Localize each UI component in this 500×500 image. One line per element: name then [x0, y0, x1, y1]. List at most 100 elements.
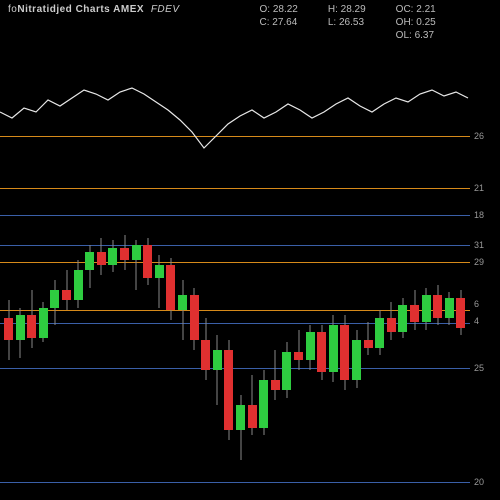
candle: [62, 40, 71, 500]
candle-body: [340, 325, 349, 380]
axis-tick-label: 29: [474, 257, 484, 267]
candle: [433, 40, 442, 500]
candle-wick: [182, 280, 183, 340]
ohlc-low: L: 26.53: [328, 17, 366, 28]
candle-body: [364, 340, 373, 348]
candle-body: [398, 305, 407, 332]
candle: [282, 40, 291, 500]
candle: [294, 40, 303, 500]
candle-body: [375, 318, 384, 348]
candle: [398, 40, 407, 500]
candle-body: [317, 332, 326, 372]
candle-body: [410, 305, 419, 322]
candle-wick: [275, 350, 276, 400]
axis-tick-label: 25: [474, 363, 484, 373]
candle-body: [16, 315, 25, 340]
candle: [27, 40, 36, 500]
ohlc-close: C: 27.64: [260, 17, 298, 28]
candle-body: [259, 380, 268, 428]
candle-body: [236, 405, 245, 430]
candle: [375, 40, 384, 500]
candle-body: [352, 340, 361, 380]
candle: [178, 40, 187, 500]
candle-body: [224, 350, 233, 430]
candle-body: [248, 405, 257, 428]
candle-body: [108, 248, 117, 265]
candle-wick: [217, 335, 218, 405]
y-axis-right: 2621183129642520: [470, 40, 500, 500]
ticker-symbol: FDEV: [151, 4, 180, 15]
candle: [340, 40, 349, 500]
candle-body: [97, 252, 106, 265]
axis-tick-label: 31: [474, 240, 484, 250]
candle-wick: [159, 255, 160, 308]
candle-body: [166, 265, 175, 310]
candle-body: [39, 308, 48, 338]
candle-body: [50, 290, 59, 308]
candle: [364, 40, 373, 500]
axis-tick-label: 21: [474, 183, 484, 193]
candle: [190, 40, 199, 500]
title-main: Nitratidjed Charts AMEX: [17, 4, 144, 15]
candle-body: [74, 270, 83, 300]
candle: [306, 40, 315, 500]
ohlc-oh: OH: 0.25: [396, 17, 436, 28]
candle-body: [201, 340, 210, 370]
axis-tick-label: 18: [474, 210, 484, 220]
candle: [39, 40, 48, 500]
chart-title: foNitratidjed Charts AMEX FDEV: [8, 4, 180, 41]
candle: [4, 40, 13, 500]
candle: [16, 40, 25, 500]
candle-wick: [368, 322, 369, 355]
candle: [97, 40, 106, 500]
candle-body: [433, 295, 442, 318]
ohlc-oc: OC: 2.21: [396, 4, 436, 15]
candle: [456, 40, 465, 500]
candle: [387, 40, 396, 500]
candle: [132, 40, 141, 500]
candle: [74, 40, 83, 500]
candle-body: [120, 248, 129, 260]
axis-tick-label: 20: [474, 477, 484, 487]
candle-body: [306, 332, 315, 360]
candle: [422, 40, 431, 500]
candle-body: [213, 350, 222, 370]
chart-plot-area: [0, 40, 470, 500]
candle-body: [132, 245, 141, 260]
candle-body: [422, 295, 431, 322]
candle: [317, 40, 326, 500]
candle-body: [387, 318, 396, 332]
candle: [271, 40, 280, 500]
candle: [85, 40, 94, 500]
candle-body: [85, 252, 94, 270]
ohlc-high: H: 28.29: [328, 4, 366, 15]
candle-body: [282, 352, 291, 390]
axis-tick-label: 26: [474, 131, 484, 141]
candle-body: [190, 295, 199, 340]
candle: [445, 40, 454, 500]
candle-body: [329, 325, 338, 372]
candle-body: [27, 315, 36, 338]
candle: [352, 40, 361, 500]
candle: [329, 40, 338, 500]
candle-body: [456, 298, 465, 328]
title-prefix: fo: [8, 4, 17, 15]
candle: [120, 40, 129, 500]
candle-wick: [298, 330, 299, 370]
candle-body: [178, 295, 187, 310]
candle-body: [445, 298, 454, 318]
candle-body: [62, 290, 71, 300]
candle-body: [155, 265, 164, 278]
candle-body: [4, 318, 13, 340]
candle: [201, 40, 210, 500]
candle: [236, 40, 245, 500]
candle-body: [294, 352, 303, 360]
candle: [248, 40, 257, 500]
candle: [50, 40, 59, 500]
candle: [108, 40, 117, 500]
candle-body: [271, 380, 280, 390]
candle: [259, 40, 268, 500]
chart-header: foNitratidjed Charts AMEX FDEV O: 28.22 …: [8, 4, 492, 41]
candle: [166, 40, 175, 500]
candle: [410, 40, 419, 500]
